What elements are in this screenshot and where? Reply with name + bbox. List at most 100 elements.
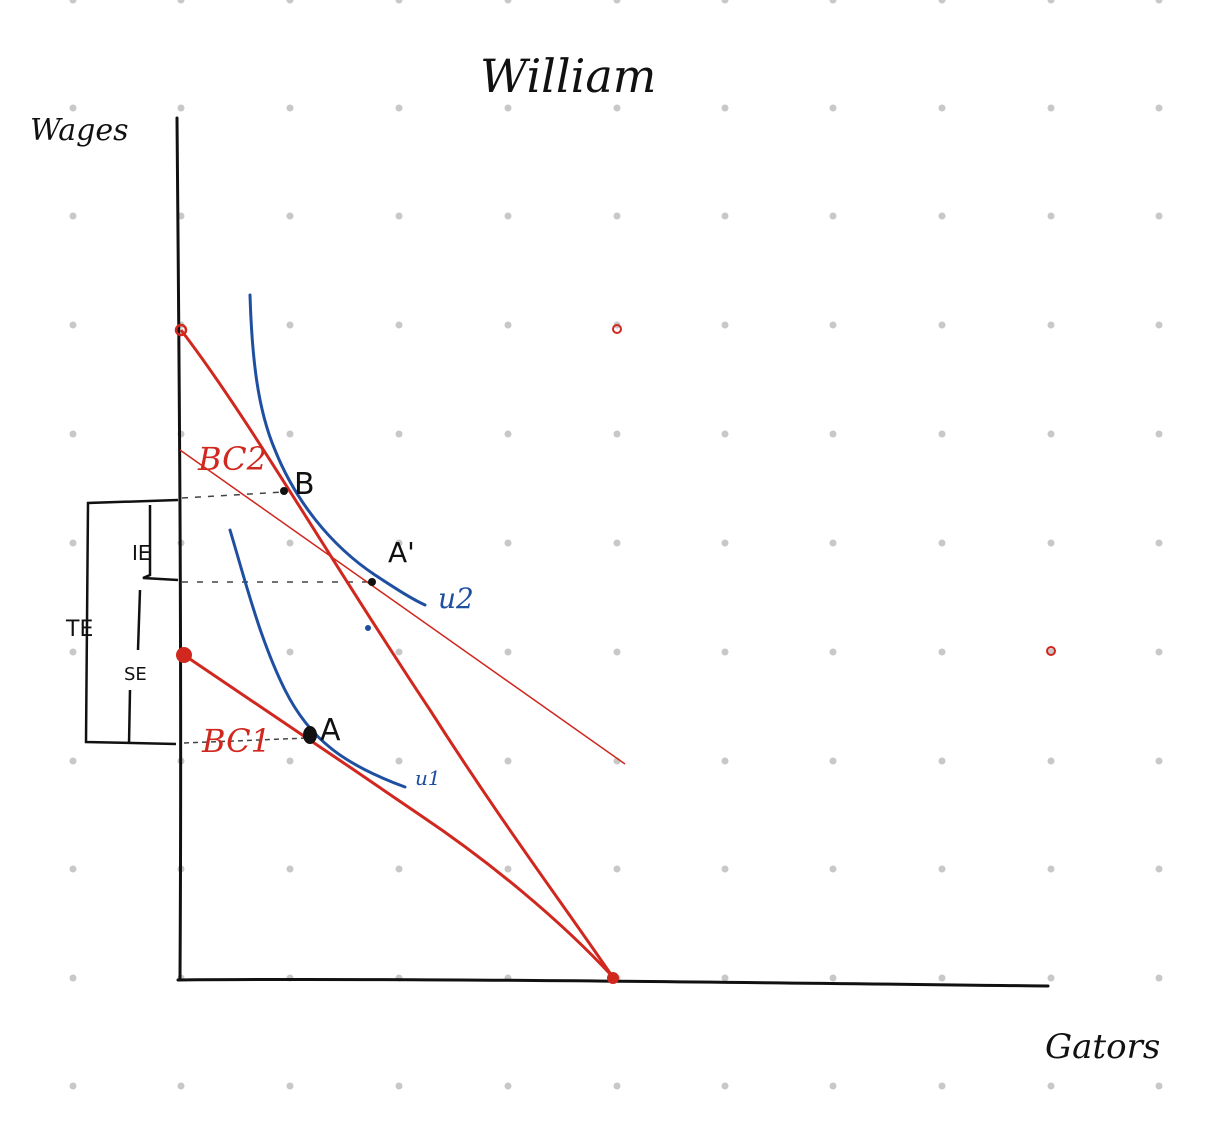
grid-dot xyxy=(938,430,946,438)
grid-dot xyxy=(286,321,294,329)
label-u2: u2 xyxy=(438,582,474,615)
grid-dot xyxy=(395,104,403,112)
grid-dot xyxy=(721,321,729,329)
grid-dot xyxy=(504,757,512,765)
label-bc2: BC2 xyxy=(197,440,267,478)
grid-dot xyxy=(395,430,403,438)
grid-dot xyxy=(177,0,185,4)
grid-dot xyxy=(69,104,77,112)
intercept-lower xyxy=(176,647,192,663)
grid-dot xyxy=(1155,0,1163,4)
label-te: TE xyxy=(65,617,93,642)
grid-dot xyxy=(1155,1082,1163,1090)
grid-dot xyxy=(286,0,294,4)
grid-dot xyxy=(1155,212,1163,220)
grid-dot xyxy=(286,865,294,873)
grid-dot xyxy=(69,212,77,220)
grid-dot xyxy=(1047,104,1055,112)
grid-dot xyxy=(286,539,294,547)
grid-dot xyxy=(286,757,294,765)
grid-dot xyxy=(504,539,512,547)
grid-dot xyxy=(829,321,837,329)
grid-dot xyxy=(1155,539,1163,547)
grid-dot xyxy=(395,321,403,329)
grid-dot xyxy=(504,865,512,873)
grid-dot xyxy=(395,1082,403,1090)
grid-dot xyxy=(177,1082,185,1090)
grid-dot xyxy=(1155,648,1163,656)
grid-dot xyxy=(613,1082,621,1090)
label-point-b: B xyxy=(294,467,315,502)
stray-mark-1 xyxy=(612,324,622,334)
small-blue-mark xyxy=(365,625,371,631)
grid-dot xyxy=(1047,1082,1055,1090)
grid-dot xyxy=(938,539,946,547)
grid-dot xyxy=(504,648,512,656)
budget-line-bc2 xyxy=(179,449,626,765)
grid-dot xyxy=(721,865,729,873)
label-point-a-prime: A' xyxy=(388,536,415,569)
indifference-curve-u1 xyxy=(228,528,407,789)
grid-dot xyxy=(1047,212,1055,220)
grid-dot xyxy=(829,974,837,982)
label-point-a: A xyxy=(320,713,341,748)
point-b-marker xyxy=(280,487,288,495)
grid-dot xyxy=(613,104,621,112)
grid-dot xyxy=(613,865,621,873)
te-bracket xyxy=(84,498,179,746)
grid-dot xyxy=(613,0,621,4)
grid-dot xyxy=(938,648,946,656)
grid-dot xyxy=(1047,430,1055,438)
grid-dot xyxy=(829,104,837,112)
label-u1: u1 xyxy=(415,766,441,790)
grid-dot xyxy=(69,0,77,4)
grid-dot xyxy=(1047,974,1055,982)
grid-dot xyxy=(721,757,729,765)
se-bracket xyxy=(127,589,142,745)
grid-dot xyxy=(721,430,729,438)
grid-dot xyxy=(286,212,294,220)
grid-dot xyxy=(504,430,512,438)
grid-dot xyxy=(395,648,403,656)
grid-dot xyxy=(395,0,403,4)
label-ie: IE xyxy=(132,541,151,565)
intercept-upper xyxy=(174,323,188,337)
indifference-curve-u2 xyxy=(248,293,427,607)
y-axis xyxy=(175,116,183,980)
y-axis-label: Wages xyxy=(30,113,128,148)
grid-dot xyxy=(721,974,729,982)
grid-dot xyxy=(613,212,621,220)
grid-dot xyxy=(613,539,621,547)
grid-dot xyxy=(69,430,77,438)
grid-dot xyxy=(938,321,946,329)
grid-dot xyxy=(829,648,837,656)
grid-dot xyxy=(829,757,837,765)
grid-dot xyxy=(938,104,946,112)
grid-dot xyxy=(395,865,403,873)
label-bc1: BC1 xyxy=(201,722,271,760)
grid-dot xyxy=(395,212,403,220)
grid-dot xyxy=(938,0,946,4)
x-axis-label: Gators xyxy=(1045,1027,1160,1067)
grid-dot xyxy=(69,539,77,547)
grid-dot xyxy=(395,757,403,765)
grid-dot xyxy=(69,757,77,765)
grid-dot xyxy=(1155,430,1163,438)
grid-dot xyxy=(829,539,837,547)
grid-dot xyxy=(286,104,294,112)
x-axis xyxy=(176,977,1050,988)
ie-bracket xyxy=(142,505,179,582)
point-a-prime-marker xyxy=(368,578,376,586)
grid-dot xyxy=(69,865,77,873)
grid-dot xyxy=(1047,0,1055,4)
grid-dot xyxy=(829,430,837,438)
dashed-line-a xyxy=(183,737,309,744)
grid-dot xyxy=(504,0,512,4)
grid-dot xyxy=(721,104,729,112)
title: William xyxy=(480,49,656,103)
grid-dot xyxy=(504,212,512,220)
grid-dot xyxy=(721,212,729,220)
grid-dot xyxy=(938,212,946,220)
